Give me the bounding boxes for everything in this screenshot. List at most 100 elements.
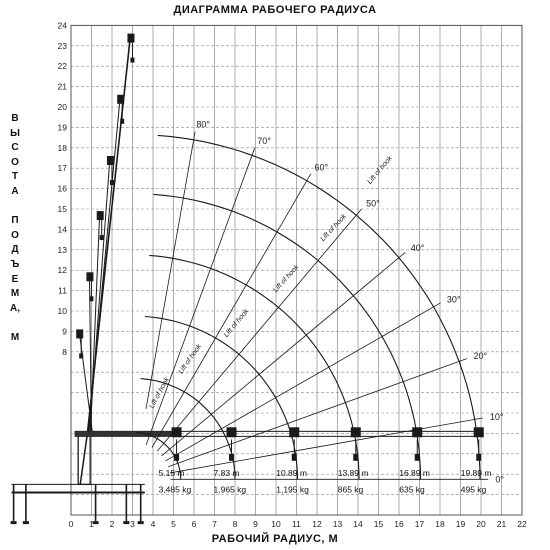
lift-of-hook-label: Lift of hook [366, 155, 394, 186]
capacity-radius: 10.89 m [276, 468, 307, 478]
reach-arc [136, 431, 182, 480]
x-tick-label: 14 [353, 519, 363, 529]
y-axis-label-letter: В [11, 113, 19, 124]
y-axis-label-letter: С [11, 142, 19, 154]
hook-block [130, 57, 135, 63]
angle-label: 30° [447, 294, 461, 304]
capacity-load: 865 kg [338, 485, 364, 495]
angle-label: 20° [474, 351, 488, 361]
x-tick-label: 4 [151, 519, 156, 529]
hook-block [99, 235, 104, 241]
x-tick-label: 17 [415, 519, 425, 529]
capacity-load: 635 kg [399, 485, 425, 495]
x-tick-label: 3 [130, 519, 135, 529]
x-tick-label: 5 [171, 519, 176, 529]
x-tick-label: 0 [69, 519, 74, 529]
y-tick-label: 18 [58, 143, 68, 153]
y-tick-label: 21 [58, 82, 68, 92]
hook-block [174, 453, 180, 461]
capacity-load: 495 kg [461, 485, 487, 495]
y-tick-label: 22 [58, 61, 68, 71]
angle-label: 80° [196, 120, 210, 130]
capacity-load: 1,195 kg [276, 485, 309, 495]
y-axis-label-letter: А [11, 185, 19, 197]
y-tick-label: 15 [58, 204, 68, 214]
angle-ray [165, 302, 441, 462]
y-tick-label: 19 [58, 122, 68, 132]
y-axis-label-letter: А, [10, 302, 20, 314]
reach-arc [144, 315, 299, 480]
boom-tip [226, 427, 237, 438]
grid-frame [70, 24, 523, 516]
lift-of-hook-label: Lift of hook [319, 213, 348, 243]
boom-head [127, 33, 135, 43]
reach-arc [157, 134, 481, 480]
outrigger-pad [92, 521, 99, 525]
angle-ray [145, 147, 256, 445]
hook-block [89, 296, 94, 302]
boom-head [106, 156, 114, 165]
y-tick-label: 10 [58, 306, 68, 316]
x-tick-label: 1 [89, 519, 94, 529]
reach-arc [140, 378, 236, 480]
capacity-load: 3,485 kg [159, 485, 192, 495]
outrigger-pad [10, 521, 17, 525]
hook-block [291, 453, 297, 461]
hook-block [109, 180, 114, 185]
reach-arc [149, 254, 360, 480]
y-axis-label-letter: Ы [10, 127, 20, 139]
y-tick-label: 24 [58, 20, 68, 30]
hook-block [79, 353, 84, 359]
angle-ray [161, 252, 406, 457]
hook-block [414, 453, 420, 461]
crane-drawing [10, 33, 484, 525]
y-axis-label-letter: О [11, 156, 19, 168]
y-tick-label: 9 [62, 326, 67, 336]
y-tick-label: 11 [58, 286, 67, 296]
capacity-load: 1,965 kg [214, 485, 247, 495]
y-tick-label: 14 [58, 224, 68, 234]
y-axis-label-letter: Д [11, 244, 19, 256]
angle-ray [169, 417, 483, 474]
crane-cylinder [79, 433, 89, 485]
x-tick-label: 16 [394, 519, 404, 529]
angle-label: 10° [490, 412, 504, 422]
outrigger-pad [123, 521, 130, 525]
angle-ray [151, 173, 312, 448]
x-tick-label: 6 [192, 519, 197, 529]
y-tick-label: 16 [58, 184, 68, 194]
angle-label: 60° [314, 162, 328, 172]
angle-ray [145, 131, 196, 410]
capacity-radius: 16.89 m [399, 468, 430, 478]
y-axis-label-letter: Т [11, 171, 19, 183]
x-tick-label: 2 [110, 519, 115, 529]
boom-tip [289, 427, 300, 438]
x-tick-label: 22 [517, 519, 527, 529]
x-tick-label: 18 [435, 519, 445, 529]
capacity-radius: 5.15 m [159, 468, 185, 478]
diagram-title: ДИАГРАММА РАБОЧЕГО РАДИУСА [173, 4, 377, 16]
boom-head [96, 211, 104, 221]
boom-tip [473, 427, 484, 438]
y-tick-label: 13 [58, 245, 68, 255]
boom-tip [350, 427, 361, 438]
x-tick-label: 20 [476, 519, 486, 529]
boom-section [89, 213, 101, 434]
x-tick-label: 19 [456, 519, 466, 529]
x-tick-label: 12 [312, 519, 322, 529]
capacity-radius: 7.83 m [214, 468, 240, 478]
x-tick-label: 9 [253, 519, 258, 529]
y-tick-label: 17 [58, 163, 68, 173]
outrigger-pad [22, 521, 29, 525]
reach-arcs [136, 131, 489, 480]
y-axis-label-letter: М [10, 331, 20, 343]
y-axis-label-letter: О [11, 229, 19, 241]
hook-block [353, 453, 359, 461]
y-axis-label-letter: П [11, 215, 19, 227]
angle-label: 0° [495, 474, 504, 484]
outrigger-pad [137, 521, 144, 525]
y-axis-label-letter: М [10, 288, 20, 300]
